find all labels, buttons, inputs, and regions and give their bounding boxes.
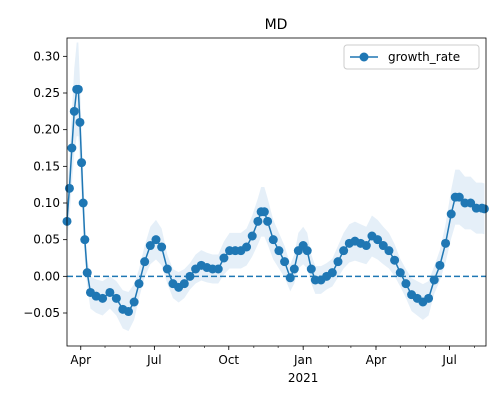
data-point — [67, 143, 77, 153]
data-point — [446, 209, 456, 219]
plot-frame — [66, 37, 487, 347]
data-point — [157, 242, 167, 252]
data-point — [306, 264, 316, 274]
x-tick-label: Jan — [293, 353, 313, 367]
legend-marker-swatch — [359, 52, 369, 62]
data-point — [78, 198, 88, 208]
x-axis-year-label: 2021 — [288, 371, 319, 385]
series-line-growth-rate — [66, 88, 485, 313]
data-point — [179, 279, 189, 289]
confidence-band-layer — [67, 42, 485, 332]
x-tick-label: Jul — [146, 353, 161, 367]
y-tick-label: 0.20 — [33, 123, 60, 137]
data-point — [373, 235, 383, 245]
x-tick-label: Apr — [366, 353, 387, 367]
x-tick-label: Apr — [70, 353, 91, 367]
data-point — [77, 158, 87, 168]
data-point — [390, 255, 400, 265]
data-point — [435, 260, 445, 270]
data-point — [263, 216, 273, 226]
y-tick-label: 0.00 — [33, 269, 60, 283]
data-point — [75, 117, 85, 127]
data-point — [384, 246, 394, 256]
y-tick-label: 0.30 — [33, 49, 60, 63]
data-point — [302, 246, 312, 256]
data-point — [140, 257, 150, 267]
data-point — [327, 268, 337, 278]
legend: growth_rate — [343, 44, 480, 70]
x-tick-label: Oct — [218, 353, 239, 367]
data-point — [479, 204, 489, 214]
data-point — [333, 257, 343, 267]
legend-box — [343, 44, 480, 70]
data-point — [185, 271, 195, 281]
data-point — [111, 293, 121, 303]
data-point — [69, 106, 79, 116]
data-point — [429, 275, 439, 285]
data-point — [395, 268, 405, 278]
marker-layer — [62, 84, 489, 317]
data-point — [162, 264, 172, 274]
confidence-band — [67, 42, 485, 332]
data-point — [64, 183, 74, 193]
data-point — [253, 216, 263, 226]
data-point — [361, 241, 371, 251]
data-point — [454, 192, 464, 202]
data-point — [339, 246, 349, 256]
data-point — [247, 231, 257, 241]
y-tick-label: 0.25 — [33, 86, 60, 100]
data-point — [401, 279, 411, 289]
data-point — [289, 264, 299, 274]
data-point — [274, 246, 284, 256]
y-tick-label: 0.05 — [33, 233, 60, 247]
data-point — [285, 273, 295, 283]
y-tick-label: 0.15 — [33, 159, 60, 173]
data-point — [123, 307, 133, 317]
y-tick-label: −0.05 — [23, 306, 60, 320]
data-point — [280, 257, 290, 267]
data-point — [259, 207, 269, 217]
legend-label: growth_rate — [388, 50, 460, 64]
y-axis: −0.05 0.00 0.05 0.10 0.15 0.20 0.25 0.30 — [23, 49, 67, 320]
data-point — [73, 84, 83, 94]
chart-title: MD — [265, 17, 288, 33]
x-axis: Apr Jul Oct Jan Apr Jul — [70, 346, 475, 367]
data-point — [80, 235, 90, 245]
data-point — [82, 268, 92, 278]
data-point — [219, 253, 229, 263]
data-point — [134, 279, 144, 289]
data-point — [105, 287, 115, 297]
y-tick-label: 0.10 — [33, 196, 60, 210]
x-tick-label: Jul — [441, 353, 456, 367]
data-point — [213, 264, 223, 274]
data-point — [151, 235, 161, 245]
series-line-layer — [66, 88, 485, 313]
data-point — [145, 241, 155, 251]
data-point — [268, 235, 278, 245]
data-point — [129, 297, 139, 307]
data-point — [441, 238, 451, 248]
data-point — [242, 242, 252, 252]
data-point — [98, 293, 108, 303]
data-point — [424, 293, 434, 303]
